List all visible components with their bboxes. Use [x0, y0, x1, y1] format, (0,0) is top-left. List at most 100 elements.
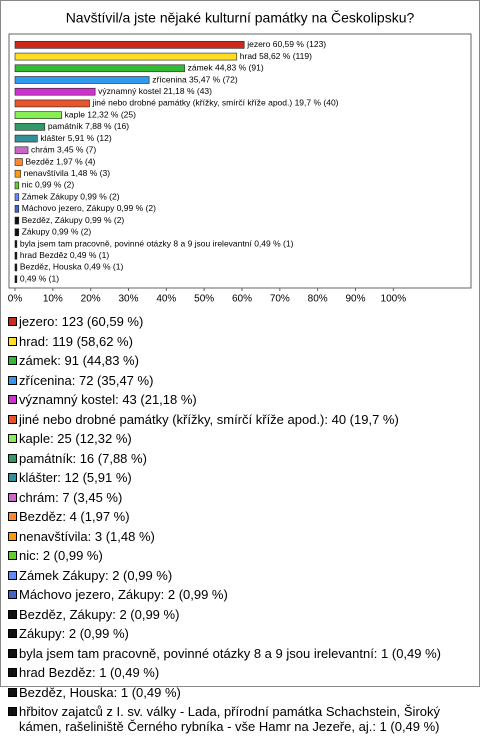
legend-swatch [8, 492, 17, 502]
legend: jezero: 123 (60,59 %) hrad: 119 (58,62 %)… [7, 314, 469, 739]
legend-label: hrad Bezděz: 1 (0,49 %) [19, 665, 160, 680]
legend-item: Máchovo jezero, Zákupy: 2 (0,99 %) [7, 587, 469, 602]
x-tick-label: 30% [118, 294, 138, 305]
data-label: zřícenina 35,47 % (72) [152, 74, 238, 84]
legend-swatch [8, 414, 17, 424]
data-label: památník 7,88 % (16) [48, 121, 129, 131]
bar [14, 240, 18, 248]
legend-label: klášter: 12 (5,91 %) [19, 470, 132, 485]
legend-item: zámek: 91 (44,83 %) [7, 353, 469, 368]
legend-label: kaple: 25 (12,32 %) [19, 431, 132, 446]
legend-label: byla jsem tam pracovně, povinné otázky 8… [19, 645, 441, 661]
data-label: významný kostel 21,18 % (43) [98, 86, 212, 96]
legend-label: Máchovo jezero, Zákupy: 2 (0,99 %) [19, 587, 228, 602]
x-tick-label: 50% [194, 294, 214, 305]
data-label: Bezděz 1,97 % (4) [25, 156, 95, 166]
legend-label: chrám: 7 (3,45 %) [19, 489, 123, 505]
bar [14, 158, 23, 166]
legend-item: kaple: 25 (12,32 %) [7, 431, 469, 446]
legend-item: chrám: 7 (3,45 %) [7, 490, 469, 505]
legend-swatch [8, 356, 17, 365]
bar [14, 193, 20, 201]
x-tick-label: 90% [345, 294, 365, 305]
legend-swatch [8, 648, 17, 658]
bar [14, 52, 238, 61]
legend-item: byla jsem tam pracovně, povinné otázky 8… [7, 646, 469, 661]
legend-label: hřbitov zajatců z I. sv. války - Lada, p… [19, 704, 441, 734]
data-label: Bezděz, Zákupy 0,99 % (2) [22, 215, 125, 225]
legend-label: památník: 16 (7,88 %) [19, 450, 147, 466]
data-label: chrám 3,45 % (7) [31, 145, 96, 155]
legend-label: Bezděz, Zákupy: 2 (0,99 %) [19, 606, 180, 622]
legend-item: hrad: 119 (58,62 %) [7, 334, 469, 349]
data-label: byla jsem tam pracovně, povinné otázky 8… [20, 238, 294, 248]
legend-swatch [8, 512, 17, 521]
data-label: kaple 12,32 % (25) [65, 109, 137, 119]
legend-label: jezero: 123 (60,59 %) [19, 314, 144, 329]
bar [14, 205, 20, 213]
chart-title: Navštívil/a jste nějaké kulturní památky… [66, 10, 415, 26]
legend-label: Zámek Zákupy: 2 (0,99 %) [19, 567, 173, 583]
data-label: klášter 5,91 % (12) [40, 133, 112, 143]
x-tick-label: 80% [308, 294, 328, 305]
legend-swatch [8, 395, 17, 404]
legend-label: jiné nebo drobné památky (křížky, smírčí… [19, 411, 399, 427]
legend-item: klášter: 12 (5,91 %) [7, 470, 469, 485]
legend-swatch [8, 336, 17, 346]
chart: Navštívil/a jste nějaké kulturní památky… [8, 10, 472, 305]
legend-swatch [8, 609, 17, 619]
bar [14, 169, 21, 178]
legend-item: nic: 2 (0,99 %) [7, 548, 469, 563]
x-tick-label: 70% [270, 294, 290, 305]
legend-swatch [8, 434, 17, 443]
bar [14, 263, 18, 272]
legend-swatch [8, 629, 17, 638]
legend-item: Zákupy: 2 (0,99 %) [7, 626, 469, 641]
data-label: Bezděz, Houska 0,49 % (1) [20, 262, 124, 272]
x-tick-label: 40% [156, 294, 176, 305]
bar [14, 99, 90, 108]
bar [14, 87, 96, 96]
bar [14, 216, 20, 225]
legend-swatch [8, 317, 17, 326]
bar [14, 251, 18, 260]
legend-item: hrad Bezděz: 1 (0,49 %) [7, 665, 469, 680]
x-tick-label: 0% [8, 294, 23, 305]
bar [14, 111, 62, 119]
legend-label: Zákupy: 2 (0,99 %) [19, 626, 129, 641]
legend-item: hřbitov zajatců z I. sv. války - Lada, p… [7, 704, 469, 734]
data-label: jezero 60,59 % (123) [246, 39, 326, 49]
bar [14, 228, 20, 237]
legend-item: jezero: 123 (60,59 %) [7, 314, 469, 329]
legend-label: hrad: 119 (58,62 %) [19, 333, 133, 349]
legend-swatch [8, 473, 17, 482]
data-label: nic 0,99 % (2) [22, 180, 75, 190]
x-tick-label: 100% [381, 294, 407, 305]
legend-label: zámek: 91 (44,83 %) [19, 353, 139, 368]
x-tick-label: 60% [232, 294, 252, 305]
data-label: Máchovo jezero, Zákupy 0,99 % (2) [22, 203, 156, 213]
data-label: 0,49 % (1) [20, 273, 59, 283]
plot-frame [8, 33, 472, 289]
legend-swatch [8, 590, 17, 599]
data-label: hrad Bezděz 0,49 % (1) [20, 250, 109, 260]
bar [14, 76, 150, 84]
legend-item: zřícenina: 72 (35,47 %) [7, 373, 469, 388]
bar [14, 146, 29, 155]
legend-swatch [8, 551, 17, 560]
legend-item: památník: 16 (7,88 %) [7, 451, 469, 466]
legend-item: Zámek Zákupy: 2 (0,99 %) [7, 568, 469, 583]
legend-item: nenavštívila: 3 (1,48 %) [7, 529, 469, 544]
legend-item: Bezděz, Zákupy: 2 (0,99 %) [7, 607, 469, 622]
legend-label: zřícenina: 72 (35,47 %) [19, 372, 154, 388]
legend-swatch [8, 668, 17, 677]
legend-swatch [8, 531, 17, 541]
legend-swatch [8, 375, 17, 385]
bar [14, 123, 46, 131]
data-label: hrad 58,62 % (119) [240, 51, 312, 61]
bar [14, 275, 18, 283]
x-tick-label: 20% [81, 294, 101, 305]
bar [14, 134, 38, 143]
bar [14, 181, 20, 190]
